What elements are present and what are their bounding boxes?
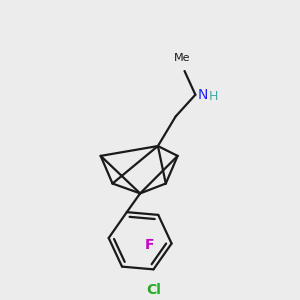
Text: F: F [144, 238, 154, 253]
Text: Cl: Cl [146, 283, 161, 297]
Text: Me: Me [174, 53, 191, 63]
Text: N: N [197, 88, 208, 102]
Text: H: H [209, 90, 219, 103]
